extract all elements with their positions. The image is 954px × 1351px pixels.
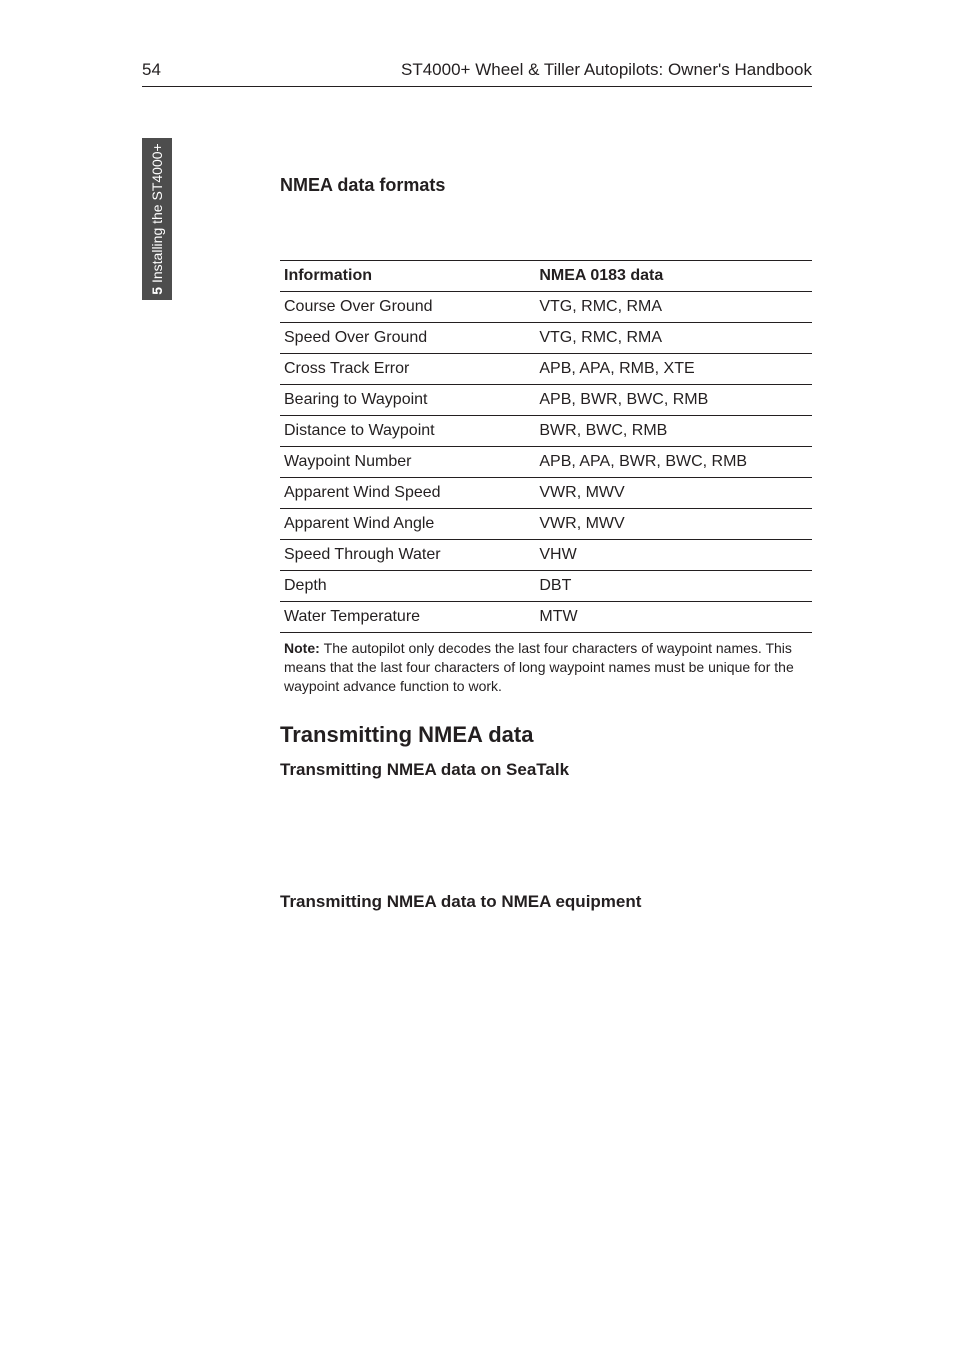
cell-information: Bearing to Waypoint [280,385,535,416]
page-number: 54 [142,60,161,80]
cell-nmea-data: DBT [535,571,812,602]
page-content: NMEA data formats Information NMEA 0183 … [280,175,812,912]
cell-information: Depth [280,571,535,602]
cell-information: Speed Over Ground [280,323,535,354]
table-row: Speed Over GroundVTG, RMC, RMA [280,323,812,354]
cell-information: Cross Track Error [280,354,535,385]
cell-information: Course Over Ground [280,292,535,323]
cell-information: Speed Through Water [280,540,535,571]
cell-nmea-data: BWR, BWC, RMB [535,416,812,447]
table-row: Waypoint NumberAPB, APA, BWR, BWC, RMB [280,447,812,478]
cell-nmea-data: VHW [535,540,812,571]
cell-information: Apparent Wind Speed [280,478,535,509]
running-head: ST4000+ Wheel & Tiller Autopilots: Owner… [401,60,812,80]
table-row: Apparent Wind SpeedVWR, MWV [280,478,812,509]
cell-information: Water Temperature [280,602,535,633]
table-row: Distance to WaypointBWR, BWC, RMB [280,416,812,447]
cell-nmea-data: VWR, MWV [535,509,812,540]
note-text: The autopilot only decodes the last four… [284,640,794,694]
cell-information: Apparent Wind Angle [280,509,535,540]
cell-nmea-data: VTG, RMC, RMA [535,323,812,354]
table-row: DepthDBT [280,571,812,602]
chapter-tab: 5 Installing the ST4000+ [142,138,172,300]
table-row: Bearing to WaypointAPB, BWR, BWC, RMB [280,385,812,416]
cell-information: Waypoint Number [280,447,535,478]
heading-transmitting-nmea-equipment: Transmitting NMEA data to NMEA equipment [280,892,812,912]
heading-transmitting-nmea-data: Transmitting NMEA data [280,722,812,748]
heading-transmitting-seatalk: Transmitting NMEA data on SeaTalk [280,760,812,780]
chapter-number: 5 [149,287,165,295]
table-row: Water TemperatureMTW [280,602,812,633]
cell-nmea-data: MTW [535,602,812,633]
chapter-title: Installing the ST4000+ [149,143,165,287]
cell-nmea-data: APB, APA, BWR, BWC, RMB [535,447,812,478]
table-header-row: Information NMEA 0183 data [280,261,812,292]
section-heading: NMEA data formats [280,175,812,196]
cell-nmea-data: APB, BWR, BWC, RMB [535,385,812,416]
cell-nmea-data: APB, APA, RMB, XTE [535,354,812,385]
chapter-tab-label: 5 Installing the ST4000+ [149,143,165,294]
cell-nmea-data: VTG, RMC, RMA [535,292,812,323]
cell-information: Distance to Waypoint [280,416,535,447]
col-header-information: Information [280,261,535,292]
header-rule [142,86,812,87]
note-label: Note: [284,640,324,656]
table-note: Note: The autopilot only decodes the las… [280,639,812,696]
cell-nmea-data: VWR, MWV [535,478,812,509]
col-header-nmea-data: NMEA 0183 data [535,261,812,292]
table-row: Speed Through WaterVHW [280,540,812,571]
table-row: Cross Track ErrorAPB, APA, RMB, XTE [280,354,812,385]
table-row: Apparent Wind AngleVWR, MWV [280,509,812,540]
nmea-table: Information NMEA 0183 data Course Over G… [280,260,812,633]
table-row: Course Over GroundVTG, RMC, RMA [280,292,812,323]
